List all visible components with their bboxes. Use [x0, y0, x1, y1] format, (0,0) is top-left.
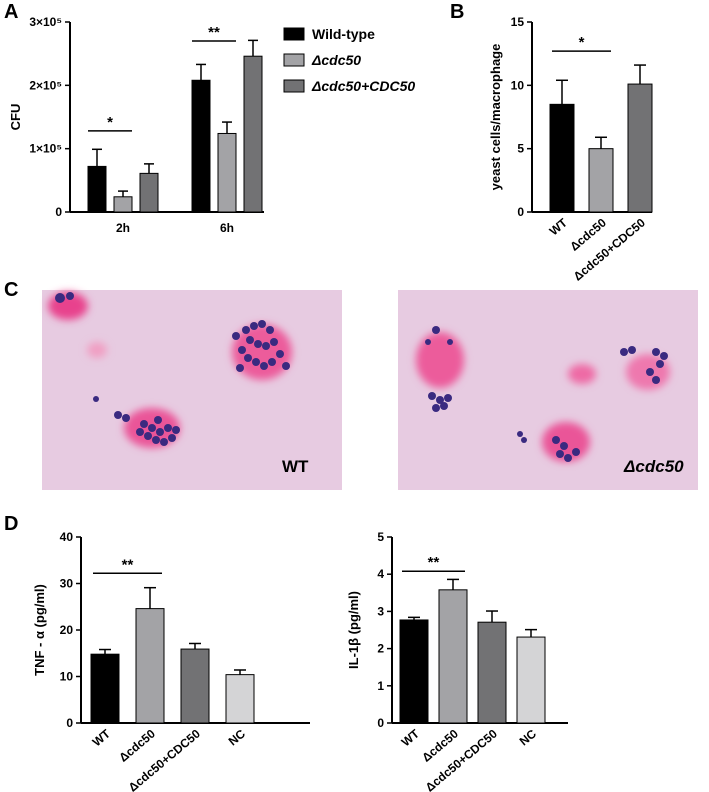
bar-cdc50-cdc50-2h	[139, 172, 159, 213]
significance-label: *	[579, 34, 585, 51]
y-axis-label: TNF - α (pg/ml)	[32, 584, 47, 676]
legend-label-cdc50: Δcdc50	[311, 52, 361, 68]
y-tick-label: 0	[55, 205, 62, 219]
legend-swatch-wild-type	[283, 27, 305, 41]
bar-cdc50-cdc50	[180, 648, 210, 724]
y-tick-label: 10	[60, 670, 74, 684]
bar-wild-type-2h	[87, 165, 107, 213]
micrograph-wt: WT	[42, 290, 342, 490]
y-tick-label: 2	[377, 642, 384, 656]
x-tick-label: WT	[547, 215, 571, 238]
y-tick-label: 40	[60, 530, 74, 544]
y-tick-label: 5	[517, 142, 524, 156]
panel-label-b: B	[450, 1, 464, 23]
y-tick-label: 0	[517, 205, 524, 219]
bar-cdc50-2h	[113, 196, 133, 213]
x-tick-label: WT	[90, 726, 114, 749]
bar-wt	[549, 103, 575, 213]
x-tick-label: NC	[226, 726, 249, 748]
significance-label: *	[107, 114, 113, 131]
y-tick-label: 3	[377, 604, 384, 618]
y-tick-label: 1	[377, 679, 384, 693]
x-tick-label: 6h	[220, 221, 234, 235]
y-tick-label: 10	[511, 78, 525, 92]
y-axis-label: IL-1β (pg/ml)	[346, 591, 361, 669]
x-tick-label: WT	[399, 726, 423, 749]
panel-label-d: D	[4, 513, 18, 535]
significance-label: **	[208, 24, 220, 41]
bar-cdc50	[588, 148, 614, 213]
significance-label: **	[122, 556, 134, 573]
x-tick-label: Δcdc50	[116, 726, 158, 764]
y-tick-label: 2×10⁵	[29, 78, 62, 92]
y-tick-label: 3×10⁵	[29, 15, 62, 29]
bar-wt	[399, 619, 429, 724]
micrograph-wt-label: WT	[282, 457, 309, 476]
panel-label-c: C	[4, 279, 18, 301]
micrograph-wt-background	[42, 290, 342, 490]
bar-cdc50-6h	[217, 132, 237, 213]
panel-label-a: A	[4, 1, 18, 23]
bar-cdc50	[135, 608, 165, 724]
yeast-cells-mutant	[425, 326, 668, 462]
bar-cdc50	[438, 589, 468, 724]
y-axis-label: CFU	[8, 104, 23, 131]
x-tick-label: NC	[517, 726, 540, 748]
micrograph-mutant: Δcdc50	[398, 290, 698, 490]
y-tick-label: 0	[377, 716, 384, 730]
bar-cdc50-cdc50	[627, 83, 653, 213]
bar-wild-type-6h	[191, 79, 211, 213]
bar-nc	[225, 674, 255, 724]
yeast-cells-wt	[55, 292, 290, 446]
significance-label: **	[428, 554, 440, 571]
x-tick-label: Δcdc50+CDC50	[571, 215, 648, 283]
bar-wt	[90, 653, 120, 724]
y-axis-label: yeast cells/macrophage	[488, 44, 503, 191]
y-tick-label: 5	[377, 530, 384, 544]
y-tick-label: 1×10⁵	[29, 142, 62, 156]
legend-swatch-cdc50	[283, 53, 305, 67]
bar-nc	[516, 636, 546, 724]
micrograph-mutant-label: Δcdc50	[623, 457, 684, 476]
y-tick-label: 4	[377, 567, 384, 581]
y-tick-label: 30	[60, 577, 74, 591]
legend-label-wild-type: Wild-type	[312, 26, 375, 42]
y-tick-label: 20	[60, 623, 74, 637]
y-tick-label: 0	[66, 716, 73, 730]
x-tick-label: 2h	[116, 221, 130, 235]
legend-label-cdc50-cdc50: Δcdc50+CDC50	[311, 78, 415, 94]
y-tick-label: 15	[511, 15, 525, 29]
bar-cdc50-cdc50-6h	[243, 55, 263, 213]
legend-swatch-cdc50-cdc50	[283, 79, 305, 93]
bar-cdc50-cdc50	[477, 621, 507, 724]
